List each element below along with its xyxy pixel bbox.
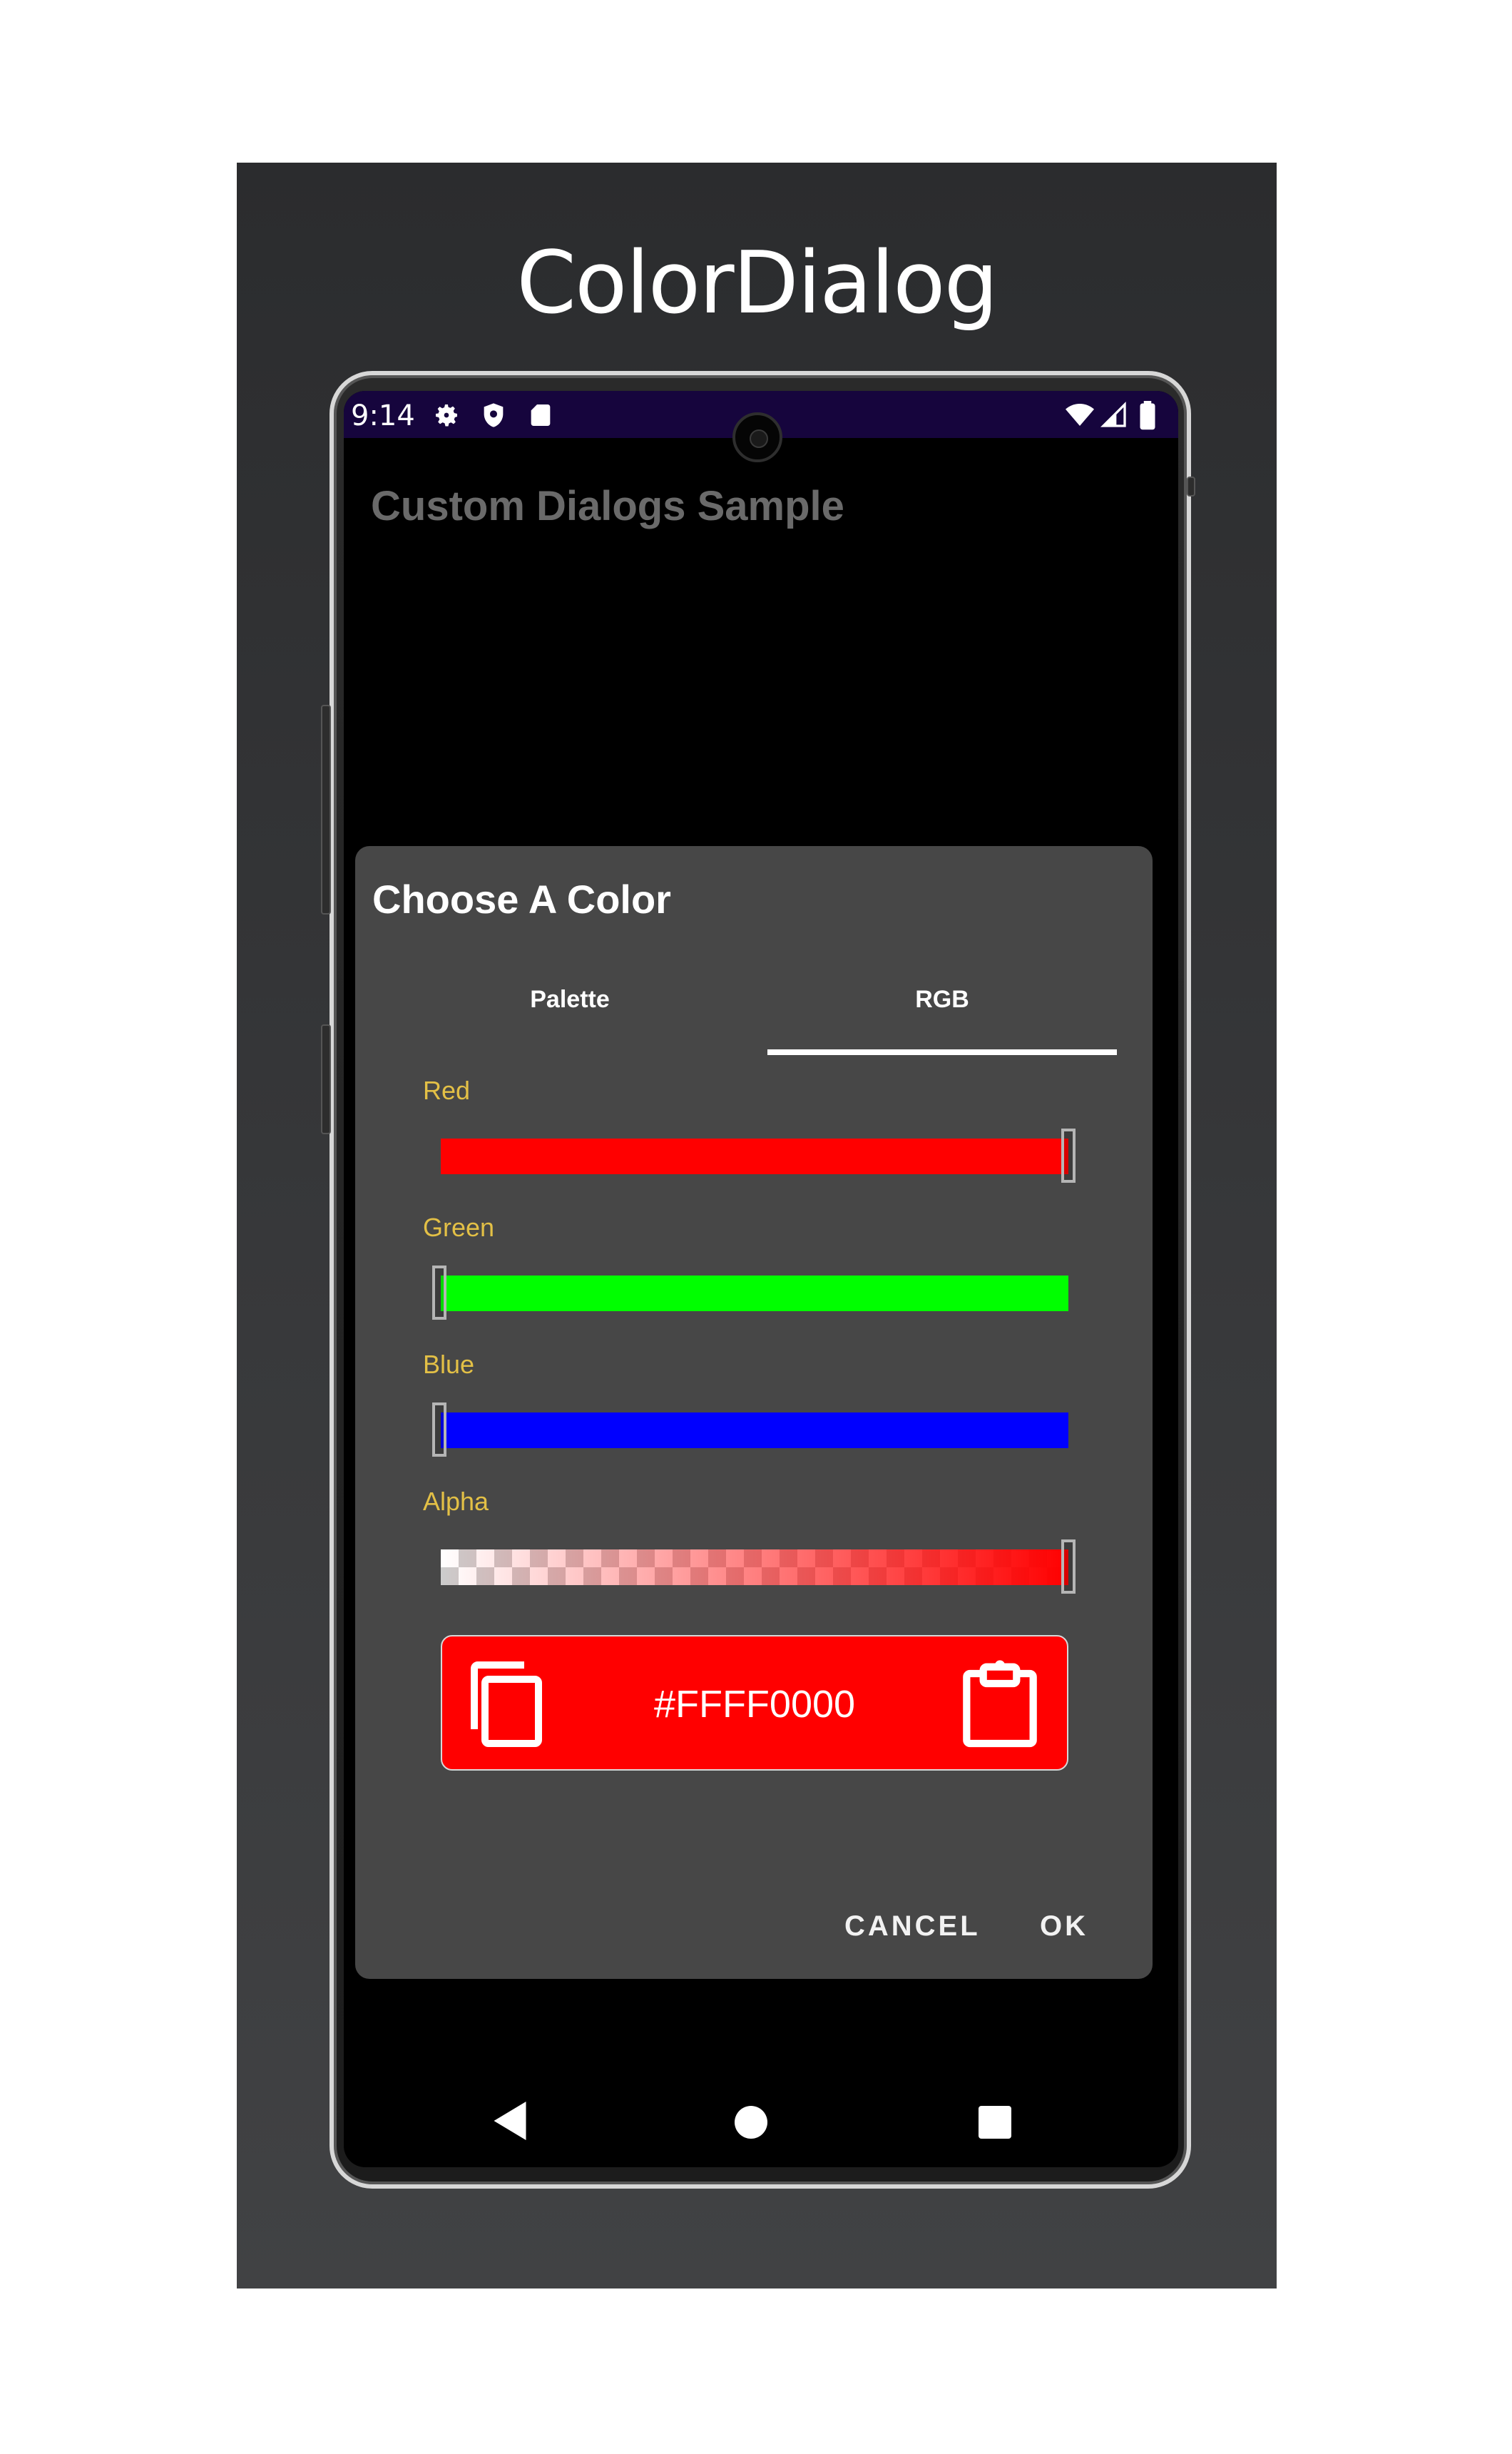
green-slider-track[interactable] xyxy=(441,1276,1068,1311)
ok-button[interactable]: OK xyxy=(1040,1910,1088,1942)
paste-icon[interactable] xyxy=(960,1654,1040,1753)
red-label: Red xyxy=(423,1076,471,1105)
signal-icon xyxy=(1100,401,1126,427)
home-icon[interactable] xyxy=(735,2106,767,2139)
phone-side-button xyxy=(321,705,331,915)
color-hex-value[interactable]: #FFFF0000 xyxy=(653,1683,856,1726)
front-camera xyxy=(732,412,782,462)
showcase-panel: ColorDialog 9:14 xyxy=(237,163,1277,2288)
green-slider-thumb[interactable] xyxy=(432,1266,446,1320)
color-preview: #FFFF0000 xyxy=(441,1635,1068,1771)
blue-slider-track[interactable] xyxy=(441,1412,1068,1448)
red-slider-track[interactable] xyxy=(441,1139,1068,1174)
caption-title: ColorDialog xyxy=(516,234,998,333)
wifi-icon xyxy=(1066,404,1094,426)
sd-card-icon xyxy=(531,404,551,426)
tab-palette[interactable]: Palette xyxy=(530,986,610,1013)
blue-slider-thumb[interactable] xyxy=(432,1402,446,1457)
app-title: Custom Dialogs Sample xyxy=(371,483,844,529)
red-slider-thumb[interactable] xyxy=(1061,1129,1076,1183)
battery-icon xyxy=(1140,401,1155,430)
phone-screen: 9:14 Custom xyxy=(344,391,1178,2167)
shield-icon xyxy=(484,403,504,427)
navigation-bar xyxy=(344,2074,1178,2167)
alpha-label: Alpha xyxy=(423,1487,489,1516)
dialog-title: Choose A Color xyxy=(372,877,671,922)
settings-icon xyxy=(436,404,457,427)
phone-side-button xyxy=(1187,477,1195,497)
alpha-slider-track[interactable] xyxy=(441,1549,1068,1585)
back-icon[interactable] xyxy=(494,2102,526,2140)
cancel-button[interactable]: CANCEL xyxy=(844,1910,981,1942)
blue-label: Blue xyxy=(423,1350,475,1379)
copy-icon[interactable] xyxy=(464,1658,549,1751)
alpha-slider-thumb[interactable] xyxy=(1061,1539,1076,1594)
color-dialog: Choose A Color Palette RGB Red Green Blu… xyxy=(355,846,1153,1979)
status-time: 9:14 xyxy=(351,399,415,432)
tab-rgb[interactable]: RGB xyxy=(915,986,969,1013)
green-label: Green xyxy=(423,1213,495,1242)
tab-selected-indicator xyxy=(767,1049,1117,1055)
phone-side-button xyxy=(321,1024,331,1134)
recents-icon[interactable] xyxy=(979,2106,1011,2139)
